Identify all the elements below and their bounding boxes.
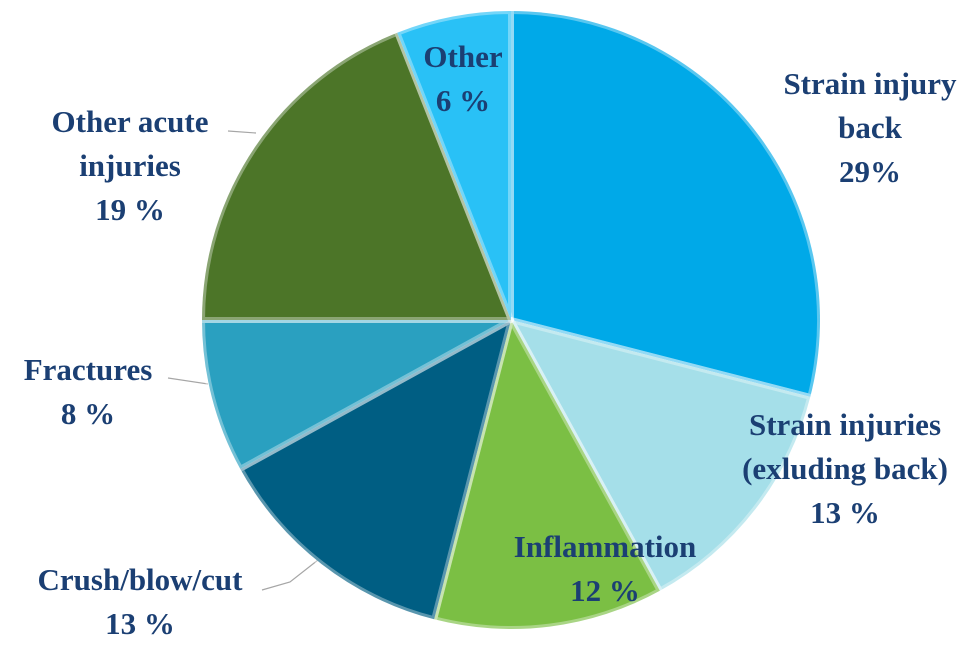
value-label: 12 % (570, 573, 640, 608)
slice-label: Strain injuries (exluding back) 13 % (716, 403, 974, 535)
chart: Strain injury back 29% Strain injuries (ex… (23, 8, 976, 641)
category-label: Fractures (23, 352, 153, 387)
category-label: Strain injury back (783, 66, 957, 145)
slice-label: Other 6 % (423, 35, 502, 123)
pie-slice (237, 317, 514, 623)
pie-slice (199, 29, 514, 323)
value-label: 19 % (95, 192, 165, 227)
slice-label: Other acute injuries 19 % (25, 100, 235, 232)
leader-line (227, 130, 257, 134)
value-label: 13 % (810, 495, 880, 530)
pie-slice (508, 8, 823, 400)
value-label: 29% (839, 154, 901, 189)
value-label: 6 % (435, 83, 491, 118)
slice-label: Crush/blow/cut 13 % (38, 558, 243, 646)
pie-slice (508, 317, 814, 594)
value-label: 13 % (105, 606, 175, 641)
category-label: Other acute injuries (51, 104, 209, 183)
slice-label: Strain injury back 29% (760, 62, 976, 194)
slice-label: Fractures 8 % (24, 348, 153, 436)
value-label: 8 % (60, 396, 116, 431)
pie-slice (431, 317, 663, 632)
category-label: Inflammation (513, 529, 697, 564)
category-label: Other (423, 39, 503, 74)
leader-line (167, 377, 209, 385)
category-label: Strain injuries (exluding back) (742, 407, 948, 486)
slice-label: Inflammation 12 % (514, 525, 697, 613)
category-label: Crush/blow/cut (37, 562, 243, 597)
leader-line (261, 559, 319, 591)
pie-slice (199, 317, 514, 472)
pie-slice (394, 8, 514, 323)
pie-canvas (167, 8, 823, 632)
